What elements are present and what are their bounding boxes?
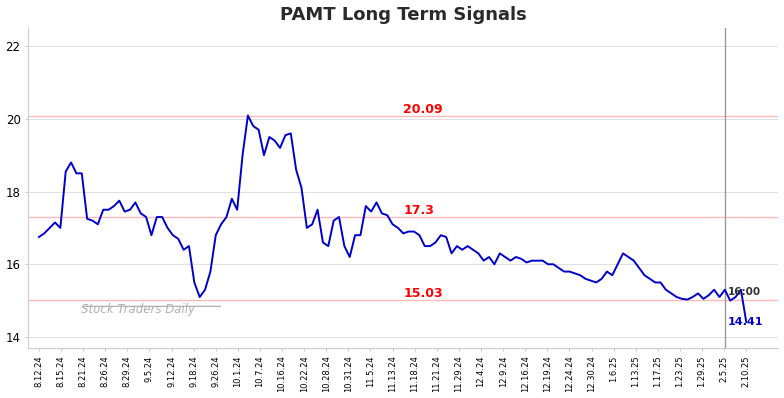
Text: 20.09: 20.09 (403, 103, 443, 115)
Title: PAMT Long Term Signals: PAMT Long Term Signals (280, 6, 527, 23)
Text: 17.3: 17.3 (403, 204, 434, 217)
Text: 14.41: 14.41 (728, 317, 763, 327)
Text: 15.03: 15.03 (403, 287, 443, 300)
Text: Stock Traders Daily: Stock Traders Daily (81, 303, 194, 316)
Text: 16:00: 16:00 (728, 287, 760, 297)
